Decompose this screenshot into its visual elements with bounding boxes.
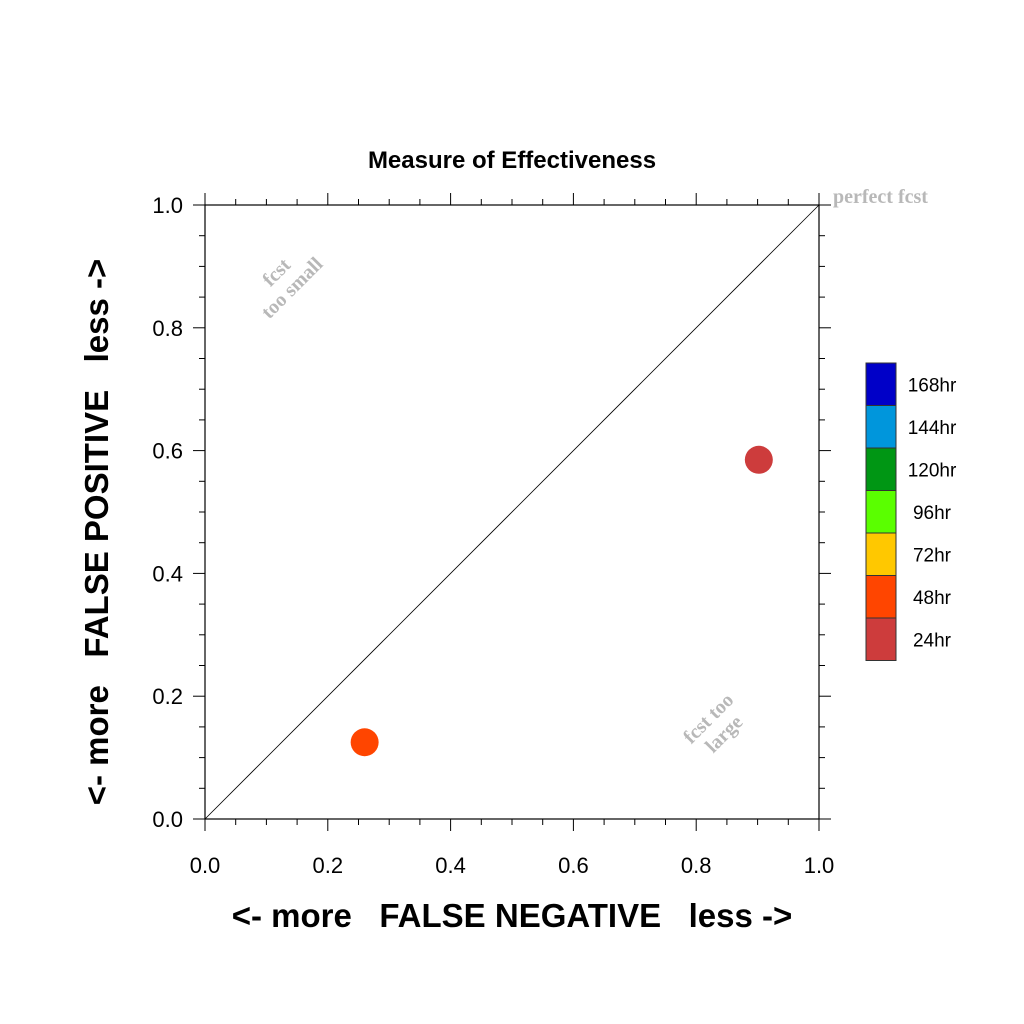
x-tick-label: 0.0 [190, 853, 221, 878]
legend: 168hr 144hr 120hr 96hr 72hr 48hr 24hr [866, 363, 957, 661]
y-tick-label: 0.4 [152, 561, 183, 586]
x-tick-label: 0.6 [558, 853, 589, 878]
x-tick-labels: 0.0 0.2 0.4 0.6 0.8 1.0 [190, 853, 835, 878]
legend-swatch-168hr [866, 363, 896, 406]
chart-title: Measure of Effectiveness [368, 147, 656, 174]
legend-swatch-120hr [866, 448, 896, 491]
legend-label-144hr: 144hr [908, 418, 957, 439]
legend-swatch-96hr [866, 491, 896, 534]
legend-swatch-72hr [866, 533, 896, 576]
legend-label-72hr: 72hr [913, 545, 952, 566]
legend-swatch-48hr [866, 576, 896, 619]
y-tick-label: 0.0 [152, 807, 183, 832]
perfect-fcst-annotation: perfect fcst [833, 186, 928, 208]
point-24hr [745, 446, 773, 474]
x-tick-label: 0.8 [681, 853, 712, 878]
y-tick-label: 0.2 [152, 684, 183, 709]
x-tick-label: 0.2 [313, 853, 344, 878]
x-tick-label: 1.0 [804, 853, 835, 878]
legend-label-48hr: 48hr [913, 588, 952, 609]
y-tick-label: 0.8 [152, 316, 183, 341]
y-tick-label: 1.0 [152, 193, 183, 218]
plot-area: 0.0 0.2 0.4 0.6 0.8 1.0 0.0 0.2 0.4 0.6 0.8 1.0 [152, 193, 834, 878]
legend-label-120hr: 120hr [908, 460, 957, 481]
y-tick-labels: 0.0 0.2 0.4 0.6 0.8 1.0 [152, 193, 183, 832]
legend-swatch-144hr [866, 406, 896, 449]
legend-label-96hr: 96hr [913, 503, 952, 524]
fcst-too-small-line2: too small [257, 253, 327, 323]
legend-label-168hr: 168hr [908, 375, 957, 396]
point-48hr [351, 728, 379, 756]
legend-swatch-24hr [866, 618, 896, 661]
y-axis-label: <- more FALSE POSITIVE less -> [78, 259, 115, 806]
x-tick-label: 0.4 [435, 853, 466, 878]
x-axis-label: <- more FALSE NEGATIVE less -> [232, 897, 793, 934]
y-tick-label: 0.6 [152, 439, 183, 464]
legend-label-24hr: 24hr [913, 630, 952, 651]
